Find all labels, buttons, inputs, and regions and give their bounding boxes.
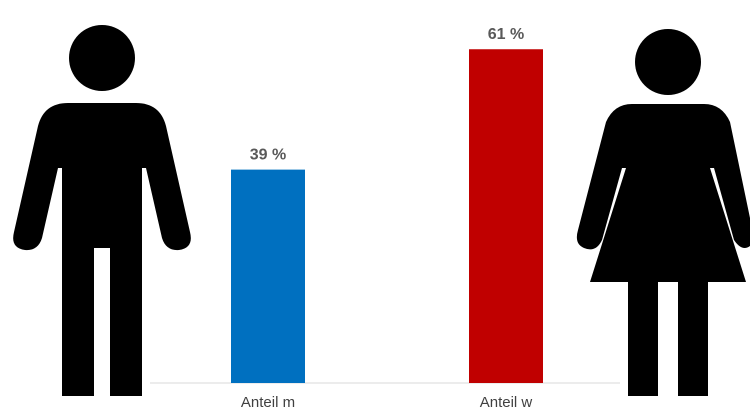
value-label-anteil-w: 61 %	[488, 26, 524, 43]
bar-anteil-w	[469, 49, 543, 383]
bar-anteil-m	[231, 169, 305, 383]
female-figure-icon	[576, 29, 750, 396]
male-figure-icon	[13, 25, 191, 396]
category-label-anteil-w: Anteil w	[480, 394, 533, 411]
value-label-anteil-m: 39 %	[250, 147, 286, 164]
category-label-anteil-m: Anteil m	[241, 394, 295, 411]
